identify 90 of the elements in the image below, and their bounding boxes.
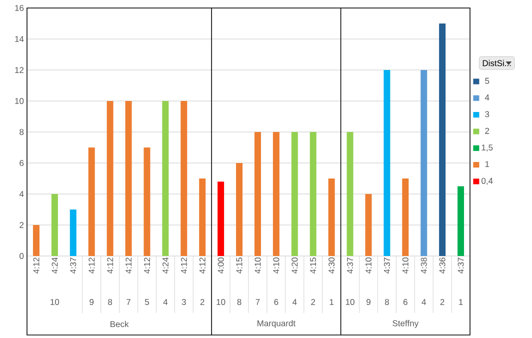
x-tick-label: 4:10	[273, 258, 280, 274]
bar	[439, 24, 446, 256]
text: 6	[403, 299, 408, 306]
legend-label: 2	[485, 128, 490, 134]
bar	[236, 163, 243, 256]
text: 5	[144, 299, 149, 305]
bar	[365, 194, 372, 256]
bar	[272, 132, 280, 256]
y-tick-label: 14	[15, 36, 24, 42]
bar	[70, 210, 76, 256]
text: Marquardt	[258, 320, 296, 328]
x-tick-label: 4:15	[310, 258, 316, 274]
legend-title: DistSi...	[482, 60, 511, 66]
bar	[458, 186, 464, 256]
bar	[88, 148, 95, 256]
text: 4	[422, 299, 426, 305]
x-tick-label: 4:12	[144, 258, 150, 274]
y-tick-label: 10	[15, 98, 24, 104]
x-tick-label: 4:24	[52, 257, 58, 274]
x-tick-label: 4:12	[88, 258, 95, 274]
text: 10	[50, 299, 60, 306]
text: 8	[384, 299, 389, 306]
text: 10	[346, 299, 354, 306]
y-tick-label: 8	[20, 129, 24, 136]
legend-label: 1,5	[482, 144, 493, 152]
text: 7	[126, 299, 130, 305]
bar	[420, 70, 428, 256]
x-tick-label: 4:37	[458, 258, 464, 274]
text: 9	[366, 299, 370, 306]
text: 4	[163, 299, 168, 305]
x-tick-label: 4:37	[384, 258, 390, 274]
y-tick-label: 6	[20, 160, 24, 166]
y-tick-label: 12	[15, 67, 24, 73]
text: 6	[274, 299, 278, 306]
bar	[162, 101, 169, 256]
bar	[51, 194, 58, 256]
text: 4	[292, 299, 297, 305]
bar	[106, 101, 114, 256]
x-tick-label: 4:37	[70, 258, 76, 274]
x-tick-label: 4:12	[199, 258, 206, 274]
x-tick-label: 4:38	[420, 258, 427, 274]
text: 1	[330, 299, 334, 305]
x-tick-label: 4:36	[439, 258, 446, 274]
x-tick-label: 4:24	[162, 257, 168, 274]
text: 2	[311, 299, 316, 305]
bar	[32, 225, 40, 256]
text: 2	[440, 299, 444, 305]
text: Beck	[110, 320, 129, 328]
bar	[180, 101, 188, 256]
text: 3	[182, 299, 186, 306]
text: Steffny	[392, 320, 419, 328]
bar	[346, 132, 354, 256]
legend-label: 1	[485, 161, 490, 168]
x-tick-label: 4:00	[218, 258, 224, 274]
text: 8	[108, 299, 112, 306]
legend-label: 0,4	[482, 178, 493, 185]
x-tick-label: 4:12	[126, 258, 132, 274]
bar	[218, 182, 224, 256]
text: 10	[216, 299, 226, 306]
y-tick-label: 16	[15, 5, 24, 12]
x-tick-label: 4:10	[365, 258, 372, 274]
x-tick-label: 4:12	[107, 258, 114, 274]
bar	[384, 70, 390, 256]
y-tick-label: 4	[19, 191, 24, 197]
x-tick-label: 4:10	[254, 258, 261, 274]
bar	[199, 178, 206, 256]
x-tick-label: 4:10	[402, 258, 408, 274]
y-tick-label: 0	[20, 253, 24, 260]
legend-label: 4	[484, 94, 490, 100]
bar	[291, 132, 298, 256]
text: 9	[90, 299, 94, 306]
text: 2	[200, 299, 204, 305]
x-tick-label: 4:30	[328, 258, 335, 274]
legend-label: 5	[485, 78, 490, 84]
x-tick-label: 4:15	[236, 258, 242, 274]
text: 7	[256, 299, 260, 305]
bar	[328, 178, 335, 256]
x-tick-label: 4:20	[292, 258, 298, 274]
bar	[310, 132, 316, 256]
bar	[125, 101, 132, 256]
x-tick-label: 4:12	[180, 258, 187, 274]
text: 8	[237, 299, 242, 306]
x-tick-label: 4:37	[347, 258, 354, 274]
y-tick-label: 2	[20, 222, 24, 228]
bar	[144, 148, 150, 256]
bar	[254, 132, 261, 256]
x-tick-label: 4:12	[33, 258, 40, 274]
text: 1	[459, 299, 463, 305]
bar	[402, 178, 409, 256]
legend-label: 3	[485, 111, 490, 118]
